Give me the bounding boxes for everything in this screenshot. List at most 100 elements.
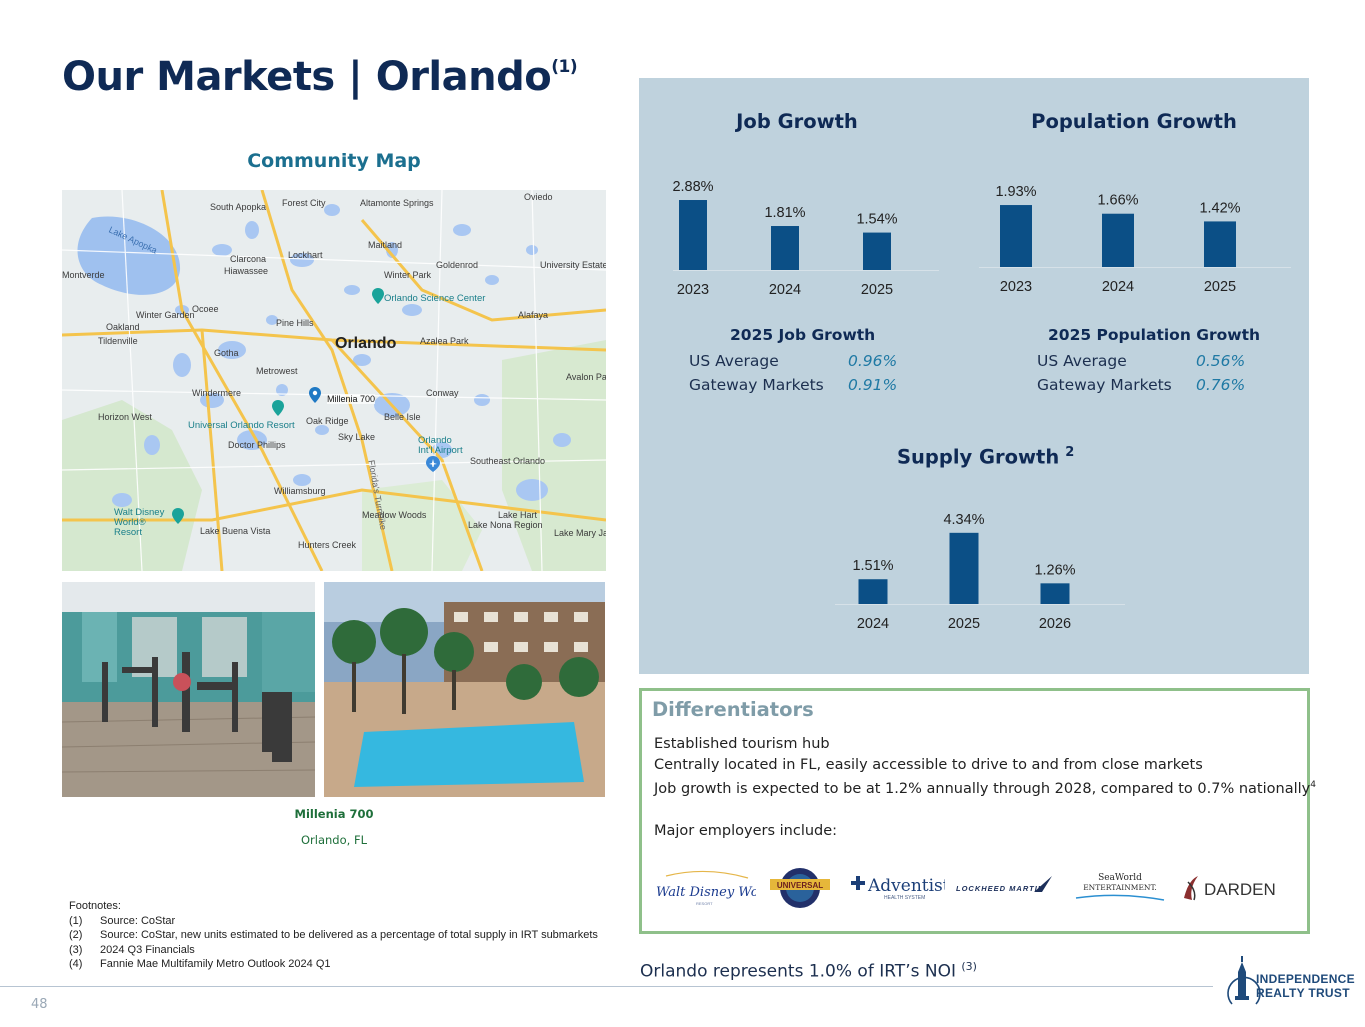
bar-2026 [1040, 583, 1070, 604]
population-growth-title: Population Growth [1031, 110, 1237, 133]
svg-text:RESORT: RESORT [696, 901, 713, 906]
differentiators-box [639, 688, 1310, 934]
map-label: Oviedo [524, 192, 553, 202]
footnote-marker: 4 [1310, 780, 1316, 791]
x-tick-label: 2023 [1000, 279, 1032, 295]
lockheed-martin-logo: LOCKHEED MARTIN [956, 872, 1058, 900]
map-label: Montverde [62, 270, 105, 280]
svg-text:Adventist: Adventist [867, 876, 945, 896]
footnote-text: 2024 Q3 Financials [100, 943, 195, 956]
map-label: Hunters Creek [298, 540, 357, 550]
map-label: Sky Lake [338, 432, 376, 442]
map-label: Winter Park [384, 270, 432, 280]
map-label: Azalea Park [420, 336, 469, 346]
map-poi-disney[interactable]: Walt Disney World® Resort [114, 507, 165, 538]
seaworld-logo: SeaWorld ENTERTAINMENT. [1074, 868, 1166, 906]
x-tick-label: 2025 [948, 616, 980, 632]
gym-photo [62, 582, 315, 797]
map-poi-pin-icon [272, 400, 284, 416]
x-tick-label: 2025 [1204, 279, 1236, 295]
map-label: Metrowest [256, 366, 298, 376]
differentiator-line: Centrally located in FL, easily accessib… [654, 756, 1203, 773]
svg-text:HEALTH SYSTEM: HEALTH SYSTEM [884, 895, 925, 901]
logo-text-line2: REALTY TRUST [1256, 986, 1350, 1000]
footnote-number: (1) [69, 914, 83, 927]
differentiator-line: Job growth is expected to be at 1.2% ann… [654, 780, 1316, 798]
footnote-item: (2) Source: CoStar, new units estimated t… [69, 928, 609, 943]
bar-2023 [1000, 205, 1032, 267]
map-label: Southeast Orlando [470, 456, 546, 466]
differentiator-line: Established tourism hub [654, 736, 830, 752]
footnote-text: Fannie Mae Multifamily Metro Outlook 202… [100, 958, 331, 970]
svg-text:DARDEN: DARDEN [1204, 880, 1276, 899]
footnotes: Footnotes: (1) Source: CoStar (2) Source: … [69, 899, 609, 972]
noi-note: Orlando represents 1.0% of IRT’s NOI (3) [640, 960, 977, 982]
bar-value-label: 4.34% [943, 512, 984, 528]
adventist-logo: Adventist HEALTH SYSTEM [850, 870, 950, 904]
job-growth-title: Job Growth [736, 110, 858, 133]
job-us-average-value: 0.96% [848, 352, 898, 370]
map-pin-label: Millenia 700 [327, 394, 376, 404]
map-label: Pine Hills [276, 318, 314, 328]
map-label: Horizon West [98, 412, 152, 422]
map-label: Oak Ridge [306, 416, 349, 426]
map-label: Lockhart [288, 250, 323, 260]
population-growth-chart: 1.93% 2023 1.66% 2024 1.42% 2025 [979, 184, 1291, 295]
map-label: Gotha [214, 348, 239, 358]
map-label: Meadow Woods [362, 510, 427, 520]
bar-value-label: 1.93% [995, 184, 1036, 200]
svg-text:Walt Disney World.: Walt Disney World. [656, 885, 756, 900]
community-map[interactable]: Orlando Lake Apopka South Apopka Forest … [62, 190, 606, 571]
footnote-number: (2) [69, 929, 83, 941]
disney-logo: Walt Disney World. RESORT [656, 868, 781, 908]
footer-divider [0, 986, 1213, 987]
bar-value-label: 1.81% [764, 205, 805, 221]
map-label: Conway [426, 388, 459, 398]
title-footnote-marker: (1) [551, 56, 578, 77]
bar-value-label: 1.66% [1097, 193, 1138, 209]
universal-logo: UNIVERSAL [770, 866, 830, 910]
bar-value-label: 1.51% [852, 558, 893, 574]
map-label: Ocoee [192, 304, 219, 314]
bar-value-label: 2.88% [673, 179, 714, 195]
property-name: Millenia 700 [294, 807, 374, 821]
population-comparison-title: 2025 Population Growth [1048, 326, 1261, 344]
map-poi-science-center[interactable]: Orlando Science Center [384, 293, 486, 304]
independence-realty-trust-logo: INDEPENDENCE REALTY TRUST [1222, 952, 1362, 1012]
map-pin-icon[interactable] [309, 387, 321, 403]
bar-2025 [1204, 221, 1236, 267]
pop-us-average-label: US Average [1037, 352, 1127, 370]
bar-value-label: 1.26% [1034, 562, 1075, 578]
map-label: Lake Hart [498, 510, 538, 520]
map-label: Tildenville [98, 336, 138, 346]
footnote-number: (4) [69, 958, 83, 970]
map-poi-universal[interactable]: Universal Orlando Resort [188, 420, 295, 431]
noi-footnote-marker: (3) [961, 960, 977, 973]
map-poi-pin-icon [372, 288, 384, 304]
x-tick-label: 2026 [1039, 616, 1071, 632]
job-gateway-label: Gateway Markets [689, 376, 824, 394]
footnote-item: (1) Source: CoStar [69, 914, 609, 929]
page-number: 48 [31, 997, 48, 1012]
footnote-item: (3) 2024 Q3 Financials [69, 943, 609, 958]
svg-text:SeaWorld: SeaWorld [1098, 873, 1142, 883]
bar-2025 [949, 532, 979, 604]
job-gateway-value: 0.91% [848, 376, 898, 394]
footnote-item: (4) Fannie Mae Multifamily Metro Outlook … [69, 957, 609, 972]
map-label: Hiawassee [224, 266, 269, 276]
bar-value-label: 1.54% [856, 212, 897, 228]
logo-mark-icon [1227, 956, 1261, 1005]
map-label: Altamonte Springs [360, 198, 434, 208]
svg-text:LOCKHEED MARTIN: LOCKHEED MARTIN [956, 884, 1044, 893]
map-label: Doctor Phillips [228, 440, 286, 450]
map-poi-airport[interactable]: Orlando Int'l Airport [418, 435, 463, 456]
footnotes-heading: Footnotes: [69, 900, 121, 912]
map-label: University Estates [540, 260, 606, 270]
bar-2024 [771, 226, 799, 270]
map-label: Lake Buena Vista [200, 526, 271, 536]
map-label: Lake Mary Jane [554, 528, 606, 538]
footnote-text: Source: CoStar [100, 914, 176, 927]
job-us-average-label: US Average [689, 352, 779, 370]
supply-growth-footnote-marker: 2 [1065, 445, 1075, 460]
x-tick-label: 2024 [1102, 279, 1134, 295]
